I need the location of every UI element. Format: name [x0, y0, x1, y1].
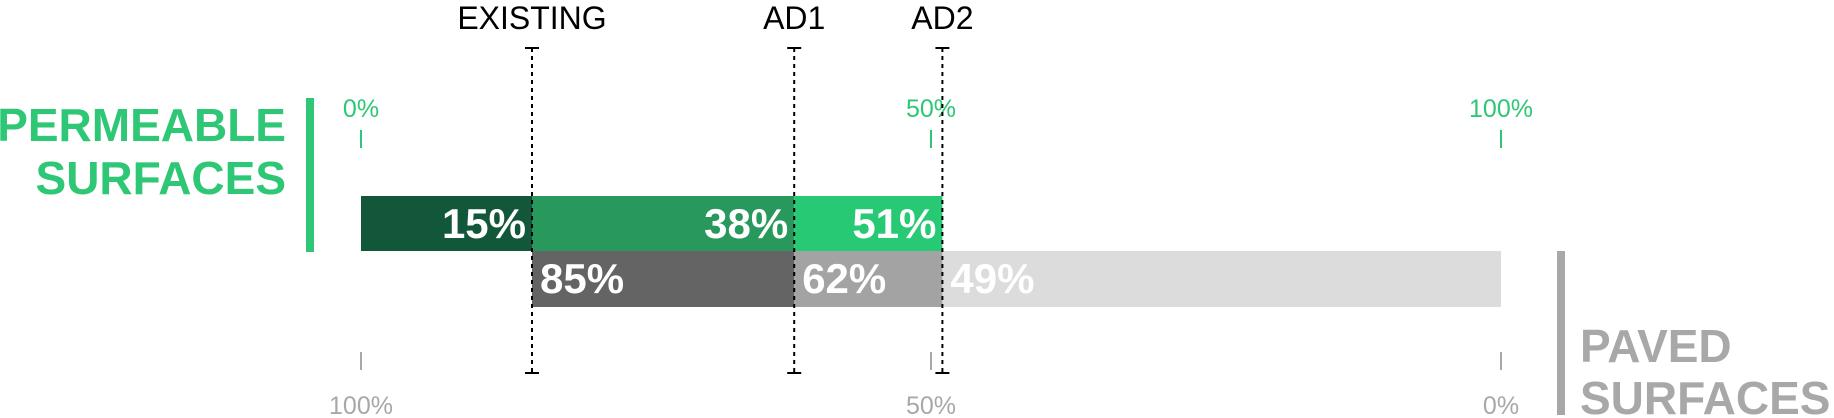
paved-label-line2: SURFACES: [1580, 372, 1830, 418]
permeable-bar-existing: [361, 196, 532, 251]
paved-value-label-ad1: 62%: [802, 255, 886, 302]
paved-value-label-existing: 85%: [540, 255, 624, 302]
scenario-label-ad1: AD1: [763, 0, 825, 36]
permeable-label-line2: SURFACES: [36, 152, 286, 204]
permeable-bar-ad2: [794, 196, 943, 251]
paved-bar-existing: [532, 251, 795, 307]
permeable-axis-tick-label-1: 50%: [906, 95, 956, 123]
permeable-axis-tick-label-2: 100%: [1469, 95, 1533, 123]
paved-axis-tick-label-2: 0%: [1483, 392, 1519, 418]
permeable-bar-ad1: [532, 196, 795, 251]
paved-bar-ad1: [794, 251, 943, 307]
scenario-markers: EXISTING AD1 AD2: [457, 0, 974, 374]
paved-label-line1: PAVED: [1580, 320, 1732, 372]
permeable-value-label-ad2: 51%: [852, 200, 936, 247]
paved-value-label-ad2: 49%: [950, 255, 1034, 302]
paved-axis-tick-label-0: 100%: [329, 392, 393, 418]
permeable-axis-tick-label-0: 0%: [343, 95, 379, 123]
permeable-value-label-existing: 15%: [442, 200, 526, 247]
paved-label-rule: [1557, 251, 1565, 415]
permeable-axis: 0% 50% 100%: [343, 95, 1533, 148]
bar-segments: [361, 196, 1501, 307]
value-labels: 15% 38% 51% 85% 62% 49%: [442, 200, 1035, 302]
paved-axis-tick-label-1: 50%: [906, 392, 956, 418]
paved-bar-ad2: [942, 251, 1501, 307]
permeable-value-label-ad1: 38%: [704, 200, 788, 247]
permeable-label-line1: PERMEABLE: [0, 99, 286, 151]
permeable-label-rule: [306, 98, 314, 252]
scenario-label-existing: EXISTING: [457, 0, 606, 36]
paved-axis: 100% 50% 0%: [329, 352, 1519, 418]
scenario-label-ad2: AD2: [911, 0, 973, 36]
